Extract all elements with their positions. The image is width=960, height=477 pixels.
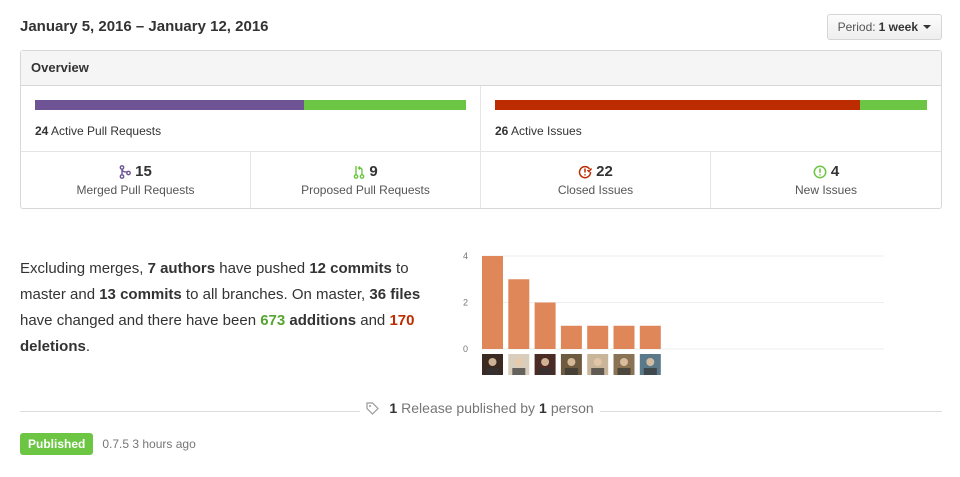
commit-bar[interactable] (587, 325, 609, 349)
stat-new-issues[interactable]: 4 New Issues (711, 152, 941, 208)
git-pull-request-icon (353, 165, 365, 179)
additions-word: additions (289, 312, 357, 329)
period-label: Period: (837, 20, 876, 34)
date-range: January 5, 2016 – January 12, 2016 (20, 18, 269, 35)
release-person-count: 1 (539, 400, 547, 416)
summary-text-2: have pushed (215, 260, 310, 277)
avatar[interactable] (534, 354, 556, 375)
overview-bars: 24 Active Pull Requests 26 Active Issues (21, 86, 941, 152)
new-segment (860, 100, 927, 110)
pull-requests-summary[interactable]: 24 Active Pull Requests (21, 86, 481, 151)
pulse-header: January 5, 2016 – January 12, 2016 Perio… (20, 14, 942, 42)
summary-text-7: . (85, 338, 91, 355)
authors-count[interactable]: 7 authors (147, 260, 216, 277)
issues-summary[interactable]: 26 Active Issues (481, 86, 941, 151)
proposed-count: 9 (369, 163, 378, 180)
published-badge: Published (20, 433, 94, 455)
active-issues-count: 26 (495, 124, 509, 138)
closed-label: Closed Issues (557, 183, 634, 197)
y-tick-label: 4 (463, 251, 468, 261)
release-text: Release published by (401, 400, 536, 416)
merged-label: Merged Pull Requests (76, 183, 195, 197)
y-tick-label: 0 (463, 344, 468, 354)
release-count[interactable]: 1 (389, 400, 398, 416)
commits-all-branches[interactable]: 13 commits (99, 286, 182, 303)
additions-number: 673 (260, 312, 286, 329)
closed-count: 22 (596, 163, 613, 180)
period-value: 1 week (878, 20, 918, 34)
period-dropdown-button[interactable]: Period: 1 week (826, 14, 942, 40)
release-row: Published 0.7.5 3 hours ago (20, 433, 196, 455)
avatar[interactable] (587, 354, 609, 375)
tag-icon (366, 401, 380, 415)
avatar[interactable] (482, 354, 503, 375)
active-issues-label: Active Issues (511, 124, 582, 138)
summary-text-5: have changed and there have been (20, 312, 261, 329)
issues-bar (495, 100, 927, 110)
stat-closed-issues[interactable]: 22 Closed Issues (481, 152, 711, 208)
summary-text-3: to master and (20, 260, 409, 303)
stat-merged-pull-requests[interactable]: 15 Merged Pull Requests (21, 152, 251, 208)
commits-by-author-chart: 4 2 0 (463, 251, 884, 375)
merged-count: 15 (135, 163, 152, 180)
issue-closed-icon (578, 165, 593, 178)
summary-text-4: to all branches. On master, (181, 286, 370, 303)
release-meta[interactable]: 0.7.5 3 hours ago (102, 437, 196, 451)
git-merge-icon (119, 164, 132, 179)
commit-bar[interactable] (482, 256, 503, 349)
active-pull-requests-count: 24 (35, 124, 49, 138)
issue-opened-icon (813, 165, 827, 178)
y-tick-label: 2 (463, 298, 468, 308)
new-label: New Issues (794, 183, 858, 197)
avatar[interactable] (639, 354, 661, 375)
stat-proposed-pull-requests[interactable]: 9 Proposed Pull Requests (251, 152, 481, 208)
commit-bar[interactable] (560, 325, 582, 349)
commits-master[interactable]: 12 commits (309, 260, 392, 277)
chevron-down-icon (923, 25, 931, 29)
overview-title: Overview (21, 51, 941, 86)
merged-segment (35, 100, 305, 110)
active-issues: 26 Active Issues (495, 124, 927, 138)
commit-bar[interactable] (613, 325, 635, 349)
summary-text-6: and (356, 312, 390, 329)
active-pull-requests-label: Active Pull Requests (51, 124, 162, 138)
release-person-word: person (550, 400, 594, 416)
deletions-word: deletions (20, 338, 86, 355)
pull-requests-bar (35, 100, 466, 110)
active-pull-requests: 24 Active Pull Requests (35, 124, 466, 138)
deletions-number: 170 (389, 312, 415, 329)
avatar[interactable] (560, 354, 582, 375)
avatar[interactable] (508, 354, 530, 375)
overview-panel: Overview 24 Active Pull Requests 26 Acti… (20, 50, 942, 209)
release-summary: 1 Release published by 1 person (0, 400, 960, 418)
commit-bar[interactable] (534, 302, 556, 350)
overview-stats: 15 Merged Pull Requests 9 Proposed Pull … (21, 152, 941, 208)
proposed-label: Proposed Pull Requests (301, 183, 430, 197)
summary-text-1: Excluding merges, (20, 260, 148, 277)
new-count: 4 (830, 163, 840, 180)
commit-bar[interactable] (639, 325, 661, 349)
avatar[interactable] (613, 354, 635, 375)
files-changed[interactable]: 36 files (369, 286, 421, 303)
proposed-segment (304, 100, 466, 110)
closed-segment (495, 100, 861, 110)
commit-summary: Excluding merges, 7 authors have pushed … (20, 256, 440, 360)
commit-bar[interactable] (508, 279, 530, 349)
